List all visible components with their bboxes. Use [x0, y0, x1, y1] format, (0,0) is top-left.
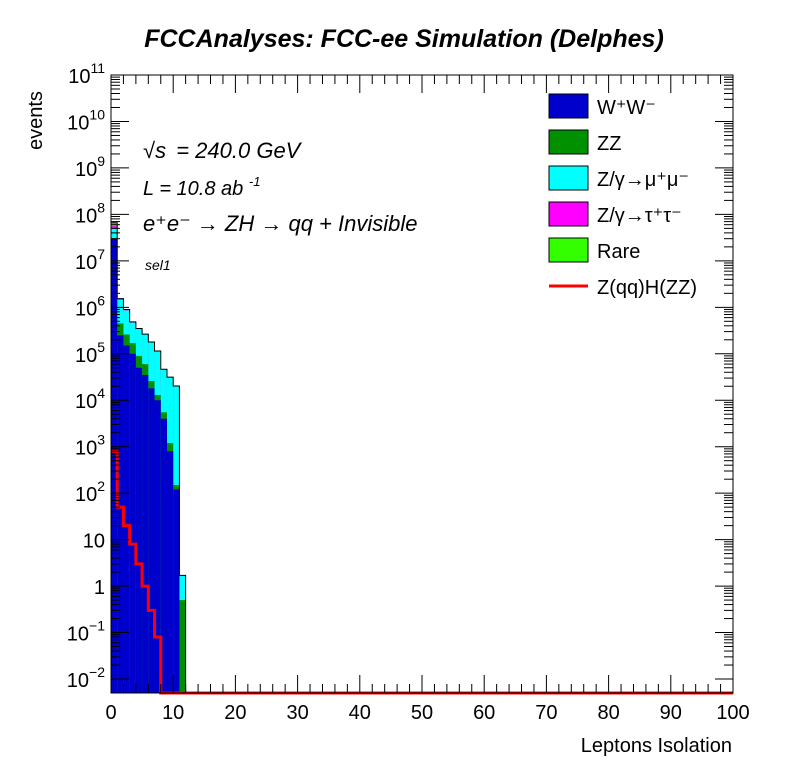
y-tick-label: 109 [75, 153, 105, 181]
stack-outline [110, 222, 187, 693]
chart-title: FCCAnalyses: FCC-ee Simulation (Delphes) [144, 25, 664, 53]
y-tick-label: 108 [75, 199, 105, 227]
plot-area [110, 75, 733, 695]
axes: 0 10 20 30 40 50 60 70 80 90 100 1011 1010 109 108 107 1… [67, 60, 750, 724]
y-tick-label: 1011 [68, 60, 105, 88]
y-tick-label: 10−2 [67, 664, 105, 692]
x-tick-label: 60 [473, 702, 495, 724]
x-tick-label: 0 [105, 702, 116, 724]
bar-w-w-bin-9 [166, 451, 174, 693]
lumi-exponent: -1 [249, 174, 261, 189]
y-tick-label: 107 [75, 246, 105, 274]
bar-w-w-bin-4 [135, 367, 143, 693]
bar-zz-bin-11 [179, 600, 186, 693]
legend: W⁺W⁻ ZZ Z/γ→μ⁺μ⁻ Z/γ→τ⁺τ⁻ Rare Z(qq)H(ZZ) [548, 93, 697, 299]
x-tick-label: 70 [535, 702, 557, 724]
y-tick-label: 10−1 [67, 618, 105, 646]
legend-label: Z/γ→μ⁺μ⁻ [597, 169, 689, 191]
bar-w-w-bin-0 [111, 238, 118, 693]
y-tick-label: 1 [94, 577, 105, 599]
legend-swatch [548, 237, 589, 263]
bar-w-w-bin-7 [154, 400, 161, 693]
plot-background [111, 75, 733, 693]
y-tick-label: 104 [75, 385, 105, 413]
legend-swatch [548, 201, 589, 227]
series-w-w [111, 238, 180, 693]
x-tick-label: 100 [716, 702, 749, 724]
y-tick-label: 102 [75, 478, 105, 506]
legend-label: Rare [597, 241, 640, 263]
bar-w-w-bin-8 [160, 418, 167, 693]
annotations: √s = 240.0 GeV L = 10.8 ab -1 e⁺e⁻ → ZH … [143, 138, 418, 273]
x-tick-label: 40 [349, 702, 371, 724]
bar-w-w-bin-3 [129, 353, 136, 693]
legend-swatch [548, 93, 589, 119]
bar-w-w-bin-10 [173, 489, 180, 693]
y-tick-label: 103 [75, 432, 105, 460]
lumi-text: L = 10.8 ab [143, 178, 243, 200]
legend-entry-z-qq-h-zz: Z(qq)H(ZZ) [549, 277, 697, 299]
legend-swatch [548, 165, 589, 191]
x-axis-label: Leptons Isolation [581, 735, 732, 757]
sqrt-s-label: √s = 240.0 GeV [143, 138, 303, 163]
legend-label: ZZ [597, 133, 621, 155]
bar-w-w-bin-5 [142, 374, 149, 693]
energy-label: = 240.0 GeV [176, 138, 302, 163]
legend-entry-z: Z/γ→τ⁺τ⁻ [548, 201, 682, 227]
x-tick-label: 50 [411, 702, 433, 724]
y-tick-label: 1010 [67, 106, 105, 134]
lumi-label: L = 10.8 ab -1 [143, 174, 260, 200]
bar-w-w-bin-1 [117, 335, 124, 693]
x-tick-label: 30 [286, 702, 308, 724]
x-tick-label: 90 [660, 702, 682, 724]
legend-entry-rare: Rare [548, 237, 640, 263]
legend-swatch [548, 129, 589, 155]
y-tick-label: 106 [75, 292, 105, 320]
x-tick-label: 80 [597, 702, 619, 724]
legend-label: Z/γ→τ⁺τ⁻ [597, 205, 682, 227]
legend-entry-z: Z/γ→μ⁺μ⁻ [548, 165, 689, 191]
selection-label: sel1 [145, 257, 171, 273]
sqrt-s-symbol: √s [143, 138, 166, 163]
legend-label: Z(qq)H(ZZ) [597, 277, 697, 299]
y-tick-label: 10 [83, 531, 105, 553]
y-tick-label: 105 [75, 339, 105, 367]
legend-entry-w-w: W⁺W⁻ [548, 93, 656, 119]
legend-entry-zz: ZZ [548, 129, 621, 155]
y-axis-label: events [25, 91, 47, 150]
x-tick-label: 10 [162, 702, 184, 724]
bar-w-w-bin-2 [123, 345, 130, 693]
process-label: e⁺e⁻ → ZH → qq + Invisible [143, 211, 418, 236]
x-tick-label: 20 [224, 702, 246, 724]
legend-label: W⁺W⁻ [597, 97, 656, 119]
bar-w-w-bin-6 [148, 388, 155, 693]
